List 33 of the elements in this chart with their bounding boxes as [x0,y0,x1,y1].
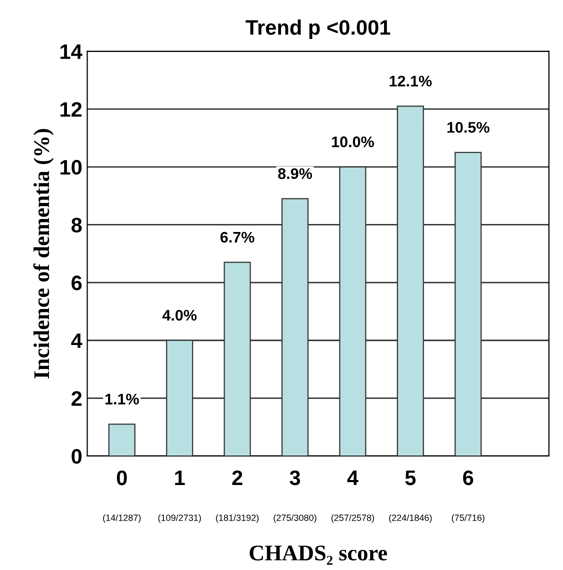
x-tick-label: 6 [463,470,474,486]
x-tick-label: 4 [347,470,358,485]
y-tick-label: 6 [72,276,82,290]
text: (75/716) [452,514,484,523]
y-tick-label: 10 [60,160,82,175]
data-label: 4.0% [162,310,197,321]
y-tick-label: 14 [60,44,82,59]
x-tick-label: 3 [290,470,300,486]
data-label: 6.7% [220,232,254,243]
y-tick-label: 8 [71,218,82,232]
data-label: 12.1% [390,76,432,87]
x-axis-title: CHADS₂ score [250,546,387,565]
x-tick-label: 2 [232,470,242,485]
y-tick-label: 0 [72,449,82,464]
x-tick-label: 5 [405,470,416,486]
data-label: 1.1% [105,394,139,404]
y-tick-label: 2 [72,391,82,406]
y-tick-label: 12 [60,102,82,117]
text: (14/1287) [103,514,141,523]
text: (224/1846) [389,514,432,523]
y-axis-title: Incidence of dementia (%) [33,129,54,378]
data-label: 8.9% [278,168,312,180]
data-label: 10.5% [447,122,490,133]
x-tick-label: 1 [175,470,185,485]
bar [108,424,136,456]
text: (109/2731) [158,514,201,523]
y-tick-label: 4 [71,334,82,348]
text: (275/3080) [274,514,316,523]
chart-title: Trend p <0.001 [246,20,390,39]
text: (257/2578) [331,514,374,523]
x-tick-label: 0 [116,470,127,486]
data-label: 10.0% [332,136,374,148]
text: (181/3192) [216,514,259,523]
